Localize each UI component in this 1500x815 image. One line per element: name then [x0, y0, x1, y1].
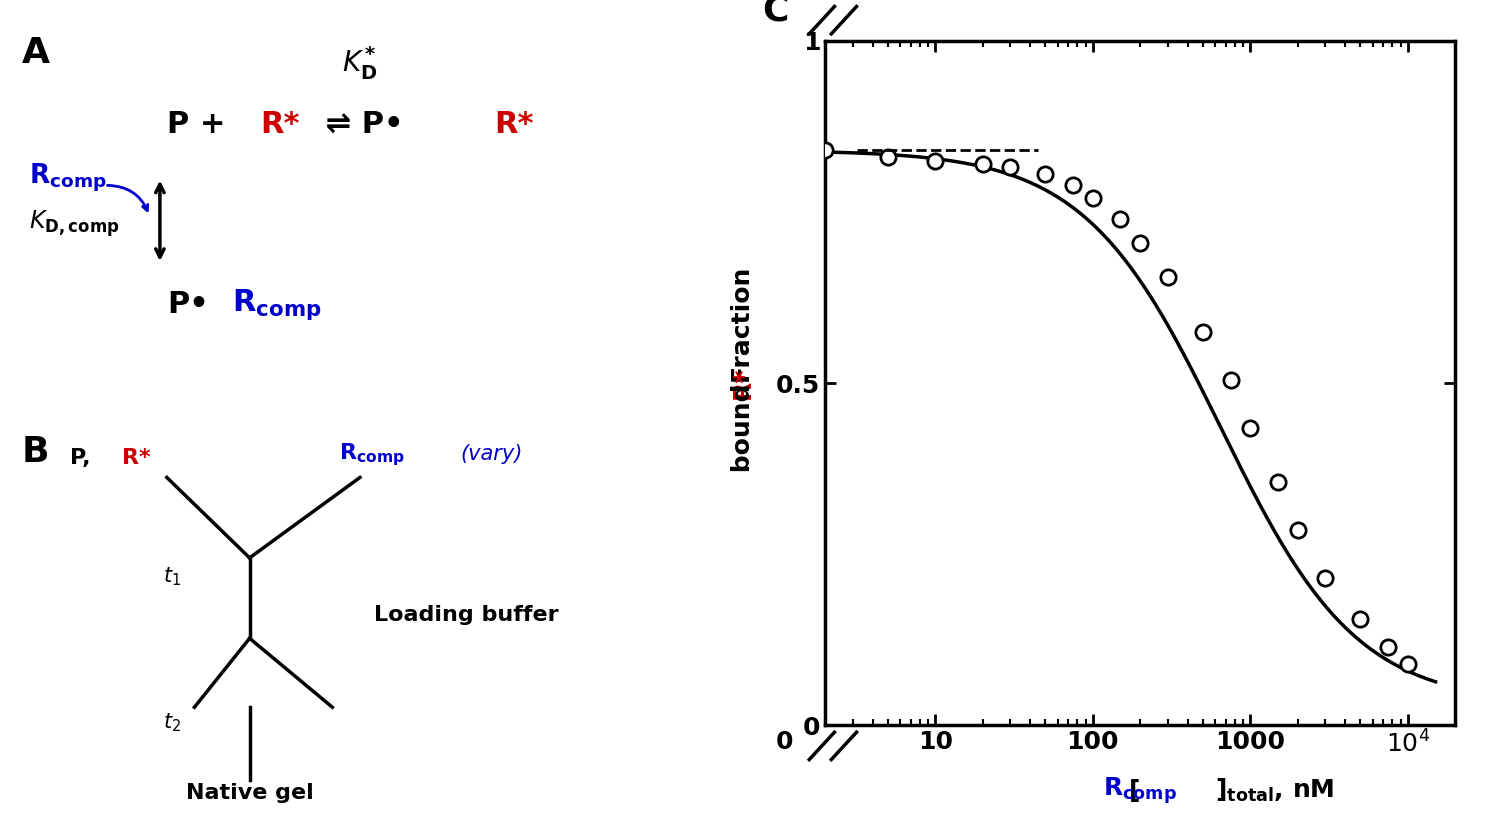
Text: R*: R* — [260, 109, 300, 139]
Text: $t_2$: $t_2$ — [162, 711, 180, 734]
Text: Fraction: Fraction — [730, 259, 754, 383]
Text: A: A — [22, 36, 50, 70]
Text: $t_1$: $t_1$ — [162, 566, 180, 588]
Text: $\mathit{K}\mathbf{_{D,comp}}$: $\mathit{K}\mathbf{_{D,comp}}$ — [28, 209, 120, 239]
Text: R*: R* — [495, 109, 534, 139]
Text: P,: P, — [70, 448, 99, 469]
Text: Native gel: Native gel — [186, 783, 314, 803]
Text: P•: P• — [166, 289, 208, 319]
Text: $\mathbf{R_{comp}}$: $\mathbf{R_{comp}}$ — [232, 287, 322, 322]
Text: $\mathit{K}$$\mathbf{^*_D}$: $\mathit{K}$$\mathbf{^*_D}$ — [342, 43, 378, 82]
Text: (vary): (vary) — [460, 444, 522, 465]
Text: 0: 0 — [776, 730, 794, 755]
Text: [: [ — [1128, 778, 1140, 803]
Text: ⇌ P•: ⇌ P• — [315, 109, 404, 139]
Text: $\mathbf{R_{comp}}$: $\mathbf{R_{comp}}$ — [1102, 775, 1178, 806]
Text: ]$_{\mathbf{total}}$, nM: ]$_{\mathbf{total}}$, nM — [1215, 777, 1335, 804]
Text: $\mathbf{R_{comp}}$: $\mathbf{R_{comp}}$ — [28, 161, 106, 194]
Text: $\mathbf{R_{comp}}$: $\mathbf{R_{comp}}$ — [339, 441, 405, 468]
Text: P +: P + — [166, 109, 236, 139]
Text: R*: R* — [122, 448, 150, 469]
Text: C: C — [762, 0, 789, 27]
Text: Loading buffer: Loading buffer — [374, 606, 558, 625]
Text: R*: R* — [730, 367, 754, 399]
Text: bound: bound — [730, 383, 754, 481]
Text: B: B — [22, 435, 50, 469]
